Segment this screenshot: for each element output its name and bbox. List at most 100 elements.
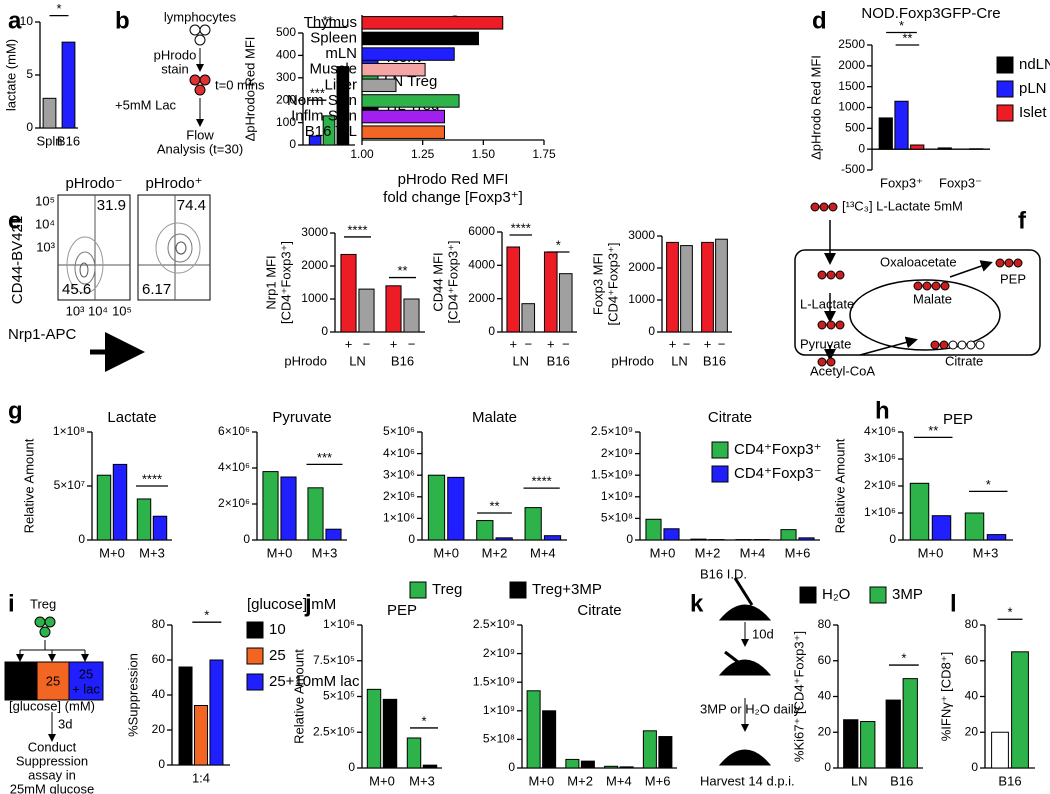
significance-label: *	[986, 477, 991, 492]
x-tick-label: M+3	[312, 545, 338, 560]
legend-title: [glucose] mM	[247, 596, 336, 613]
panel-label: a	[8, 7, 22, 34]
bar	[112, 463, 128, 541]
significance-label: **	[323, 13, 333, 28]
diagram-text: PEP	[1000, 271, 1026, 286]
x-tick-label: M+0	[433, 545, 459, 560]
bar	[680, 245, 693, 333]
y-tick-label: 0	[408, 532, 415, 546]
legend-label: pLN	[1019, 80, 1047, 97]
y-axis-label: %Suppression	[125, 653, 140, 737]
diagram-text: 10³	[66, 303, 85, 318]
bar	[427, 474, 446, 541]
y-tick-label: 2.5×10⁹	[473, 617, 515, 631]
y-tick-label: 3000	[628, 228, 655, 242]
legend-label: 10	[269, 621, 286, 638]
legend-swatch	[409, 581, 427, 599]
legend-swatch	[711, 465, 729, 483]
diagram-text: L-Lactate	[800, 296, 854, 311]
y-axis-label: ΔpHrodo Red MFI	[242, 37, 257, 142]
bar	[715, 238, 728, 333]
diagram-text: Acetyl-CoA	[810, 363, 875, 378]
y-tick-label: 1×10⁶	[864, 505, 896, 519]
legend-label: ndLN	[1019, 56, 1050, 73]
y-tick-label: Norm Skin	[287, 92, 357, 109]
y-tick-label: 60	[152, 652, 166, 666]
chart-title: Pyruvate	[272, 409, 331, 426]
bar	[361, 94, 460, 108]
x-tick-label: M+3	[139, 545, 165, 560]
y-tick-label: 500	[845, 121, 865, 135]
x-tick-label: B16	[57, 133, 80, 148]
panel-label: g	[8, 397, 23, 424]
x-tick-label: M+4	[530, 545, 556, 560]
x-tick-label: LN	[671, 353, 688, 368]
bar	[645, 518, 662, 541]
diagram-text: 25mM glucose	[10, 781, 95, 794]
x-tick-label: 1.50	[472, 147, 496, 161]
y-tick-label: 2×10⁹	[483, 646, 515, 660]
x-tick-label: M+0	[918, 545, 944, 560]
diagram-text: 45.6	[62, 281, 91, 298]
bar	[931, 515, 952, 541]
significance-label: **	[902, 30, 912, 45]
x-tick-label: 1.25	[411, 147, 435, 161]
y-tick-label: 5×10⁷	[54, 478, 85, 492]
bar	[798, 537, 815, 541]
y-tick-label: 80	[818, 617, 832, 631]
diagram-text: [¹³C₃] L-Lactate 5mM	[842, 198, 963, 213]
legend-label: H₂O	[822, 586, 850, 603]
bar	[209, 659, 224, 766]
y-tick-label: 6×10⁶	[218, 424, 250, 438]
bar	[964, 512, 985, 541]
diagram-text: pHrodo⁻	[65, 175, 122, 192]
flow-plots	[57, 194, 211, 372]
y-tick-label: 2000	[301, 258, 328, 272]
y-axis-label: [CD4⁺Foxp3⁺]	[605, 242, 620, 325]
y-tick-label: 300	[276, 70, 296, 84]
bar	[690, 538, 707, 541]
y-tick-label: 6000	[468, 224, 495, 238]
bar	[308, 135, 322, 146]
bar	[358, 288, 375, 333]
x-tick-label: M+4	[606, 773, 632, 788]
legend-swatch	[509, 581, 527, 599]
series-label: −	[524, 336, 532, 351]
bar	[902, 678, 918, 769]
bar	[894, 100, 909, 150]
bar	[506, 246, 521, 333]
diagram-k	[718, 577, 772, 766]
chart-title: Citrate	[708, 409, 752, 426]
x-tick-label: M+0	[369, 773, 395, 788]
diagram-text: 10⁵	[35, 193, 55, 208]
y-tick-label: 200	[276, 92, 296, 106]
y-tick-label: 20	[152, 722, 166, 736]
y-tick-label: 1×10⁶	[383, 511, 415, 525]
x-tick-label: M+3	[973, 545, 999, 560]
diagram-b	[189, 24, 211, 127]
bar	[991, 731, 1009, 769]
legend-swatch	[996, 104, 1014, 122]
x-tick-label: Foxp3⁻	[939, 175, 982, 190]
y-tick-label: 60	[818, 653, 832, 667]
bar	[885, 699, 901, 769]
legend-label: pHrodo	[284, 353, 327, 368]
diagram-text: stain	[161, 61, 188, 76]
legend-label: CD4⁺Foxp3⁺	[734, 441, 822, 458]
x-tick-label: M+3	[409, 773, 435, 788]
bar	[476, 520, 494, 541]
y-tick-label: 7.5×10⁵	[313, 653, 355, 667]
bar	[361, 62, 426, 77]
diagram-text: 10³	[36, 239, 55, 254]
y-tick-label: 5×10⁸	[483, 732, 515, 746]
diagram-text: Suppression	[16, 753, 88, 768]
y-tick-label: 0	[971, 760, 978, 774]
diagram-text: 3MP or H₂O daily	[700, 701, 801, 716]
y-tick-label: Thymus	[304, 14, 357, 31]
y-tick-label: 20	[965, 724, 979, 738]
panel-label: f	[1018, 207, 1027, 234]
bar	[366, 688, 382, 769]
bar	[152, 515, 168, 541]
bar	[322, 115, 336, 146]
